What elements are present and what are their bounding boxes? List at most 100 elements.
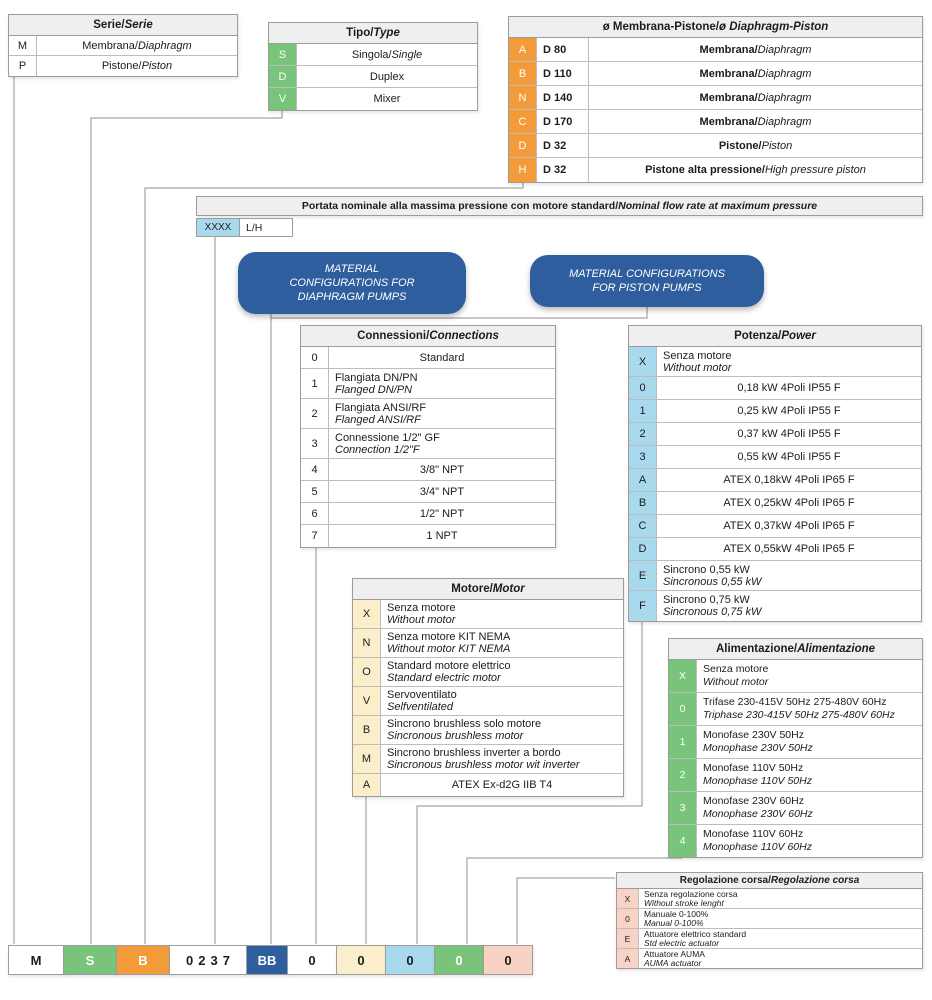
potenza-label: 0,18 kW 4Poli IP55 F — [657, 377, 921, 399]
motore-label-sub: Without motor KIT NEMA — [387, 643, 511, 655]
motore-code-cell: N — [353, 629, 381, 657]
connessioni-row-6: 6 1/2" NPT — [301, 503, 555, 525]
connessioni-label-sub: Flanged ANSI/RF — [335, 413, 421, 426]
alimentazione-label-sub: Monophase 230V 50Hz — [703, 742, 813, 754]
connessioni-row-0: 0 Standard — [301, 347, 555, 369]
connessioni-label: Connessione 1/2" GF Connection 1/2"F — [329, 429, 555, 458]
tipo-code-cell: S — [269, 44, 297, 65]
motore-label-sub: Sincronous brushless motor — [387, 730, 524, 742]
serie-label: Pistone/ Piston — [37, 56, 237, 76]
membrana-size-cell: D 110 — [537, 62, 589, 85]
motore-label-main: ATEX Ex-d2G IIB T4 — [451, 779, 553, 791]
membrana-label: Membrana/Diaphragm — [589, 86, 922, 109]
connessioni-label-main: 1/2" NPT — [419, 507, 465, 520]
diaphragm-piston-title-it: ø Membrana-Pistone/ — [602, 21, 720, 33]
serie-label-main: Membrana/ — [82, 39, 138, 52]
tipo-label-main: Duplex — [369, 70, 405, 83]
potenza-label: 0,37 kW 4Poli IP55 F — [657, 423, 921, 445]
connessioni-label-main: 1 NPT — [426, 530, 458, 542]
connessioni-label-main: Connessione 1/2" GF — [335, 431, 440, 444]
membrana-label: Membrana/Diaphragm — [589, 62, 922, 85]
code-box-1: S — [63, 945, 117, 975]
tipo-row-D: D Duplex — [269, 66, 477, 88]
motore-label: Senza motore Without motor — [381, 600, 623, 628]
regolazione-label-main: Attuatore AUMA — [644, 949, 705, 959]
potenza-row-C: C ATEX 0,37kW 4Poli IP65 F — [629, 515, 921, 538]
potenza-label: ATEX 0,55kW 4Poli IP65 F — [657, 538, 921, 560]
alimentazione-row-3: 3 Monofase 230V 60Hz Monophase 230V 60Hz — [669, 792, 922, 825]
alimentazione-label-main: Monofase 230V 50Hz — [703, 729, 804, 741]
potenza-label-main: Sincrono 0,55 kW — [663, 563, 750, 576]
motore-row-V: V Servoventilato Selfventilated — [353, 687, 623, 716]
potenza-label-main: Sincrono 0,75 kW — [663, 594, 750, 606]
membrana-label-main: Membrana/ — [699, 91, 758, 104]
connessioni-code-cell: 7 — [301, 525, 329, 547]
tipo-label: Duplex — [297, 66, 477, 87]
membrana-size-cell: D 80 — [537, 38, 589, 61]
connessioni-label-main: 3/4" NPT — [419, 485, 465, 498]
potenza-label-main: 0,37 kW 4Poli IP55 F — [737, 428, 841, 440]
connessioni-row-1: 1 Flangiata DN/PN Flanged DN/PN — [301, 369, 555, 399]
potenza-label-sub: Without motor — [663, 361, 732, 374]
regolazione-label-main: Senza regolazione corsa — [644, 889, 738, 899]
regolazione-label: Senza regolazione corsa Without stroke le… — [639, 889, 922, 908]
membrana-code-cell: H — [509, 158, 537, 182]
alimentazione-label-sub: Monophase 110V 60Hz — [703, 841, 812, 853]
potenza-label: 0,55 kW 4Poli IP55 F — [657, 446, 921, 468]
alimentazione-code-cell: 2 — [669, 759, 697, 791]
potenza-label-main: ATEX 0,55kW 4Poli IP65 F — [723, 543, 855, 555]
membrana-label-sub: Piston — [761, 139, 793, 152]
membrana-code-cell: C — [509, 110, 537, 133]
alimentazione-code-cell: 1 — [669, 726, 697, 758]
regolazione-label-sub: AUMA actuator — [644, 957, 702, 968]
connessioni-row-3: 3 Connessione 1/2" GF Connection 1/2"F — [301, 429, 555, 459]
membrana-code-cell: N — [509, 86, 537, 109]
badge-diaphragm-line-1: MATERIAL — [324, 263, 380, 275]
code-box-0: M — [8, 945, 64, 975]
serie-title-en: Serie — [124, 19, 153, 31]
motore-code-cell: A — [353, 774, 381, 796]
alimentazione-label: Monofase 110V 60Hz Monophase 110V 60Hz — [697, 825, 922, 857]
regolazione-row-X: X Senza regolazione corsa Without stroke l… — [617, 889, 922, 909]
regolazione-label-sub: Without stroke lenght — [644, 897, 724, 908]
potenza-row-1: 1 0,25 kW 4Poli IP55 F — [629, 400, 921, 423]
alimentazione-code-cell: 3 — [669, 792, 697, 824]
connessioni-code-cell: 1 — [301, 369, 329, 398]
regolazione-label-sub: Std electric actuator — [644, 937, 720, 948]
regolazione-code-cell: 0 — [617, 909, 639, 928]
connessioni-row-2: 2 Flangiata ANSI/RF Flanged ANSI/RF — [301, 399, 555, 429]
potenza-code-cell: 0 — [629, 377, 657, 399]
motore-row-B: B Sincrono brushless solo motore Sincronou… — [353, 716, 623, 745]
potenza-label-main: ATEX 0,37kW 4Poli IP65 F — [723, 520, 855, 532]
power-table: Potenza/Power X Senza motore Without motor… — [628, 325, 922, 622]
regolazione-label: Attuatore elettrico standard Std electric… — [639, 929, 922, 948]
membrana-label-main: Pistone/ — [718, 139, 762, 152]
diaphragm-piston-table-title: ø Membrana-Pistone/ø Diaphragm-Piston — [509, 17, 922, 38]
alimentazione-label-main: Trifase 230-415V 50Hz 275-480V 60Hz — [703, 696, 887, 708]
alimentazione-label-sub: Triphase 230-415V 50Hz 275-480V 60Hz — [703, 709, 895, 721]
potenza-label-main: ATEX 0,25kW 4Poli IP65 F — [723, 497, 855, 509]
stroke-adjustment-title-it: Regolazione corsa/ — [679, 875, 771, 886]
connessioni-label: 1 NPT — [329, 525, 555, 547]
membrana-code-cell: B — [509, 62, 537, 85]
motor-title-en: Motor — [492, 583, 525, 595]
potenza-label: ATEX 0,25kW 4Poli IP65 F — [657, 492, 921, 514]
motore-label-main: Sincrono brushless solo motore — [387, 718, 542, 730]
connessioni-code-cell: 5 — [301, 481, 329, 502]
potenza-label: Senza motore Without motor — [657, 347, 921, 376]
material-config-piston-badge: MATERIAL CONFIGURATIONS FOR PISTON PUMPS — [530, 255, 764, 307]
motore-label-sub: Selfventilated — [387, 701, 454, 713]
connessioni-label-main: 3/8" NPT — [419, 463, 465, 476]
membrana-label-sub: Diaphragm — [757, 43, 812, 56]
potenza-row-3: 3 0,55 kW 4Poli IP55 F — [629, 446, 921, 469]
motore-code-cell: O — [353, 658, 381, 686]
badge-piston-line-2: FOR PISTON PUMPS — [592, 282, 702, 294]
connessioni-label: Flangiata DN/PN Flanged DN/PN — [329, 369, 555, 398]
power-supply-title-it: Alimentazione/ — [715, 643, 798, 655]
serie-code-cell: P — [9, 56, 37, 76]
tipo-label: Singola/Single — [297, 44, 477, 65]
potenza-row-2: 2 0,37 kW 4Poli IP55 F — [629, 423, 921, 446]
